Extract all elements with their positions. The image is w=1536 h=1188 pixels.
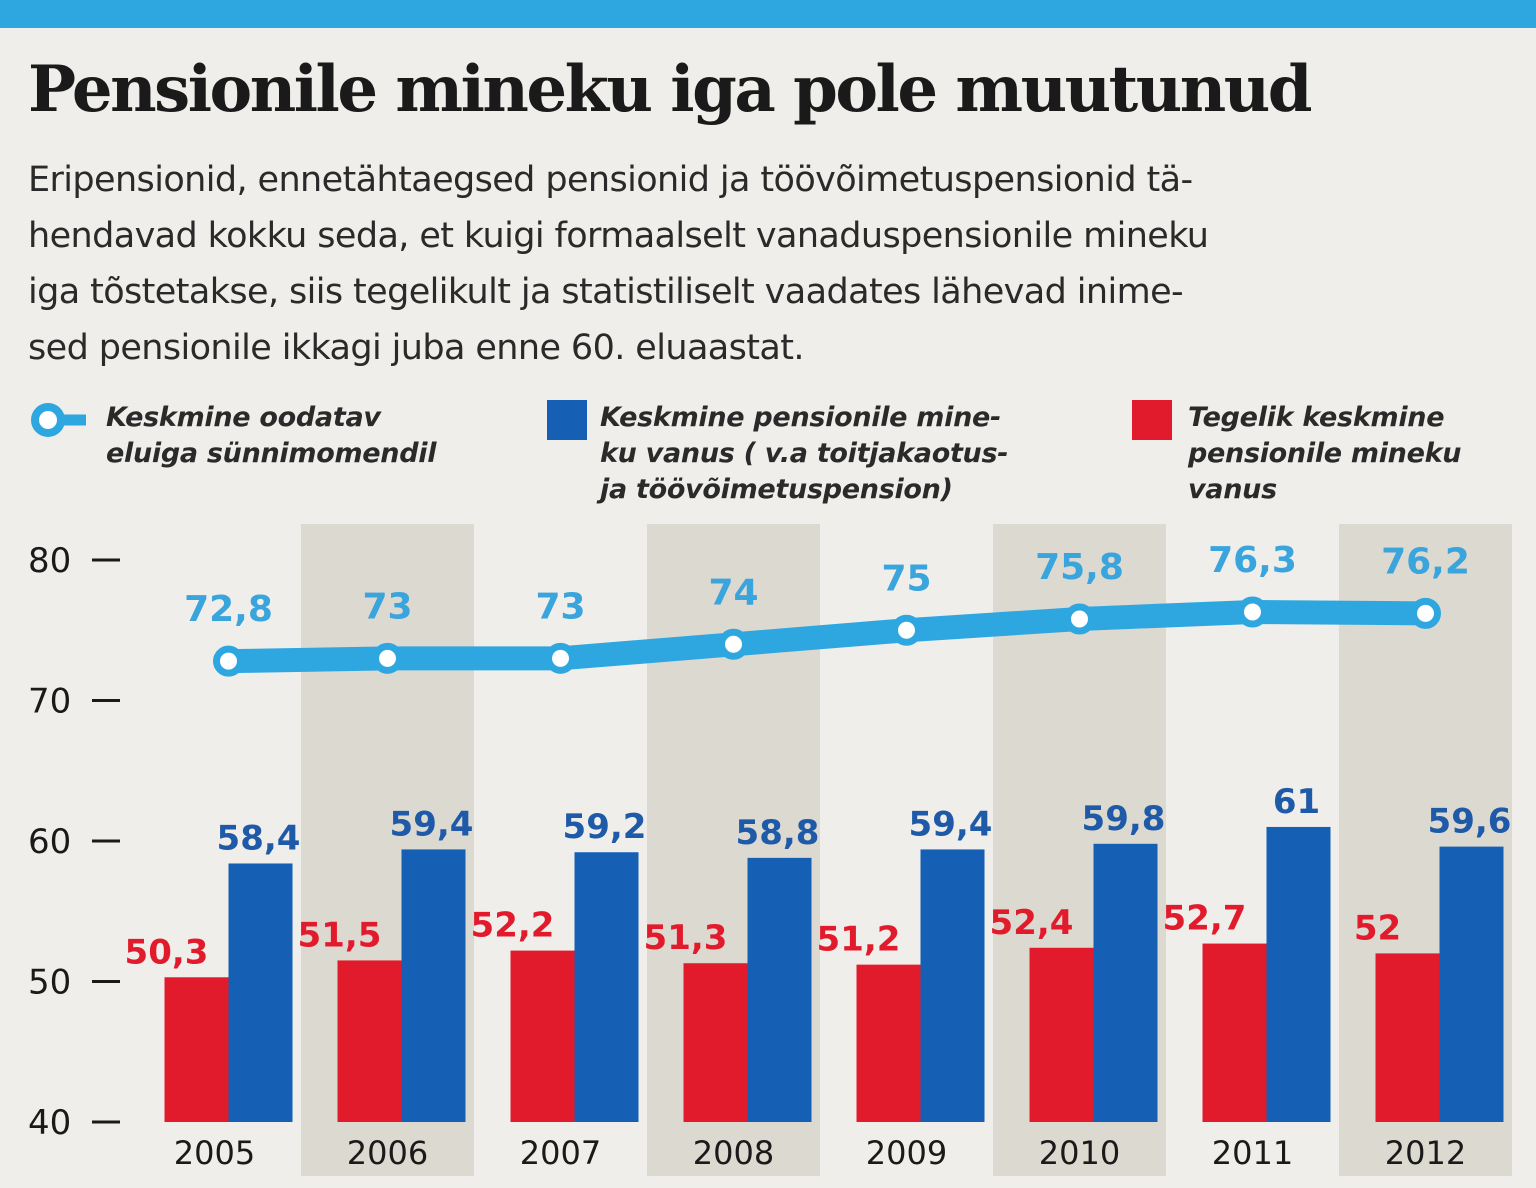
blue-bar-label-2011: 61 <box>1273 782 1320 822</box>
line-point-2005 <box>213 645 244 677</box>
blue-bar-label-2012: 59,6 <box>1428 802 1512 842</box>
blue-bar-2009 <box>920 849 985 1122</box>
chart-subtitle: Eripensionid, ennetähtaegsed pensionid j… <box>28 152 1518 376</box>
legend-red-swatch <box>1132 400 1172 440</box>
x-tick-label-2009: 2009 <box>866 1134 947 1172</box>
blue-bar-2010 <box>1093 843 1158 1122</box>
x-tick-label-2005: 2005 <box>174 1134 255 1172</box>
legend-life-expectancy-line-1: Keskmine oodatav <box>106 402 381 433</box>
legend-actual-retirement-line-2: pensionile mineku <box>1188 438 1462 469</box>
x-tick-label-2012: 2012 <box>1385 1134 1466 1172</box>
line-point-2008 <box>718 628 749 660</box>
chart-title: Pensionile mineku iga pole muutunud <box>28 52 1313 127</box>
legend-marker-icon <box>31 403 65 437</box>
red-bar-label-2010: 52,4 <box>990 903 1074 943</box>
red-bar-2005 <box>164 977 229 1122</box>
red-bar-label-2007: 52,2 <box>471 906 555 946</box>
blue-bar-2012 <box>1439 846 1504 1122</box>
red-bar-label-2008: 51,3 <box>644 918 728 958</box>
legend-actual-retirement-line-3: vanus <box>1188 474 1277 505</box>
y-tick-label-80: 80 <box>28 541 71 581</box>
life-expectancy-series-line <box>216 599 1438 674</box>
legend-actual-retirement: Tegelik keskmine pensionile mineku vanus <box>1188 400 1461 508</box>
life-expectancy-line: 72,8 73 73 74 75 75,8 76,3 76,2 <box>184 540 1470 677</box>
subtitle-line-1: Eripensionid, ennetähtaegsed pensionid j… <box>28 160 1193 200</box>
blue-bar-2011 <box>1266 826 1331 1122</box>
x-tick-label-2010: 2010 <box>1039 1134 1120 1172</box>
line-label-2012: 76,2 <box>1381 541 1470 582</box>
x-tick-label-2011: 2011 <box>1212 1134 1293 1172</box>
red-bar-2012 <box>1375 953 1440 1122</box>
legend-avg-retirement-line-2: ku vanus ( v.a toitjakaotus- <box>600 438 1009 469</box>
bars-avg-retirement: 58,4 59,4 59,2 58,8 59,4 59,8 61 59,6 <box>217 782 1512 1122</box>
blue-bar-label-2008: 58,8 <box>736 813 820 853</box>
red-bar-2006 <box>337 960 402 1122</box>
blue-bar-2007 <box>574 852 639 1122</box>
red-bar-2007 <box>510 950 575 1122</box>
blue-bar-label-2010: 59,8 <box>1082 799 1166 839</box>
legend-blue-swatch <box>547 400 587 440</box>
line-label-2006: 73 <box>362 586 412 627</box>
x-tick-label-2007: 2007 <box>520 1134 601 1172</box>
legend-life-expectancy: Keskmine oodatav eluiga sünnimomendil <box>106 400 436 472</box>
subtitle-line-4: sed pensionile ikkagi juba enne 60. elua… <box>28 328 805 368</box>
y-tick-label-40: 40 <box>28 1103 71 1143</box>
blue-bar-label-2009: 59,4 <box>909 804 993 844</box>
line-point-2009 <box>891 614 922 646</box>
y-tick-label-50: 50 <box>28 963 71 1003</box>
blue-bar-label-2005: 58,4 <box>217 818 301 858</box>
top-accent-bar <box>0 0 1536 28</box>
line-label-2005: 72,8 <box>184 589 273 630</box>
blue-bar-label-2007: 59,2 <box>563 807 647 847</box>
y-tick-label-70: 70 <box>28 682 71 722</box>
subtitle-line-2: hendavad kokku seda, et kuigi formaalsel… <box>28 216 1209 256</box>
bars-actual-retirement: 50,3 51,5 52,2 51,3 51,2 52,4 52,7 52 <box>125 899 1440 1122</box>
red-bar-2008 <box>683 963 748 1122</box>
red-bar-label-2011: 52,7 <box>1163 899 1247 939</box>
line-point-2007 <box>545 642 576 674</box>
red-bar-2011 <box>1202 943 1267 1122</box>
line-point-2010 <box>1064 603 1095 635</box>
line-point-2006 <box>372 642 403 674</box>
line-label-2008: 74 <box>708 572 758 613</box>
red-bar-2009 <box>856 964 921 1122</box>
line-label-2010: 75,8 <box>1035 547 1124 588</box>
legend-icons <box>31 400 1172 440</box>
line-label-2007: 73 <box>535 586 585 627</box>
legend-life-expectancy-line-2: eluiga sünnimomendil <box>106 438 437 469</box>
x-tick-label-2006: 2006 <box>347 1134 428 1172</box>
red-bar-label-2006: 51,5 <box>298 915 382 955</box>
x-axis: 2005 2006 2007 2008 2009 2010 2011 2012 <box>174 1134 1466 1172</box>
legend-avg-retirement-line-3: ja töövõimetuspension) <box>600 474 953 505</box>
blue-bar-2005 <box>228 863 293 1122</box>
red-bar-label-2012: 52 <box>1354 908 1401 948</box>
legend-avg-retirement-line-1: Keskmine pensionile mine- <box>600 402 1001 433</box>
line-point-2012 <box>1410 597 1441 629</box>
red-bar-label-2005: 50,3 <box>125 932 209 972</box>
red-bar-2010 <box>1029 947 1094 1122</box>
x-tick-label-2008: 2008 <box>693 1134 774 1172</box>
y-tick-label-60: 60 <box>28 822 71 862</box>
line-label-2011: 76,3 <box>1208 540 1297 581</box>
legend-avg-retirement: Keskmine pensionile mine- ku vanus ( v.a… <box>600 400 1008 508</box>
line-label-2009: 75 <box>881 558 931 599</box>
blue-bar-label-2006: 59,4 <box>390 804 474 844</box>
legend-actual-retirement-line-1: Tegelik keskmine <box>1188 402 1445 433</box>
subtitle-line-3: iga tõstetakse, siis tegelikult ja stati… <box>28 272 1184 312</box>
blue-bar-2006 <box>401 849 466 1122</box>
y-axis: 80 70 60 50 40 <box>28 541 120 1143</box>
line-point-2011 <box>1237 596 1268 628</box>
blue-bar-2008 <box>747 857 812 1122</box>
red-bar-label-2009: 51,2 <box>817 920 901 960</box>
